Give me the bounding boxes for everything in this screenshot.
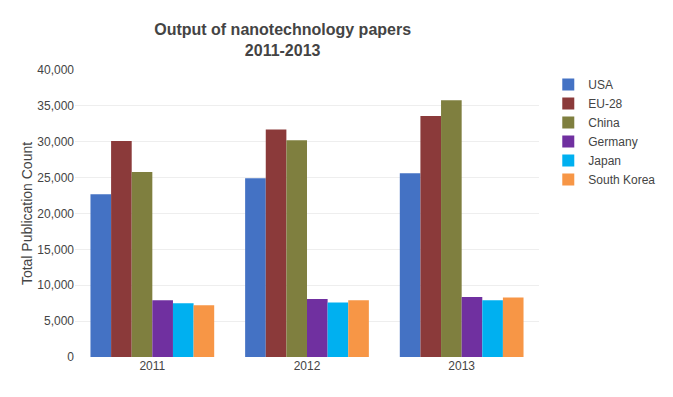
svg-text:15,000: 15,000 bbox=[37, 243, 74, 257]
svg-text:2013: 2013 bbox=[448, 359, 475, 373]
svg-text:2011: 2011 bbox=[139, 359, 165, 373]
svg-text:China: China bbox=[588, 116, 620, 130]
svg-text:30,000: 30,000 bbox=[37, 135, 74, 149]
svg-text:40,000: 40,000 bbox=[37, 63, 74, 77]
svg-text:Japan: Japan bbox=[588, 154, 621, 168]
svg-text:2012: 2012 bbox=[294, 359, 321, 373]
svg-text:USA: USA bbox=[588, 78, 613, 92]
svg-text:25,000: 25,000 bbox=[37, 171, 74, 185]
svg-text:5,000: 5,000 bbox=[44, 314, 74, 328]
svg-text:Germany: Germany bbox=[588, 135, 637, 149]
svg-text:Total Publication Count: Total Publication Count bbox=[19, 142, 35, 285]
svg-text:Output of nanotechnology paper: Output of nanotechnology papers2011-2013 bbox=[154, 21, 411, 59]
svg-text:35,000: 35,000 bbox=[37, 99, 74, 113]
svg-text:South Korea: South Korea bbox=[588, 173, 655, 187]
svg-text:EU-28: EU-28 bbox=[588, 97, 622, 111]
svg-text:0: 0 bbox=[67, 350, 74, 364]
svg-text:20,000: 20,000 bbox=[37, 207, 74, 221]
svg-text:10,000: 10,000 bbox=[37, 278, 74, 292]
